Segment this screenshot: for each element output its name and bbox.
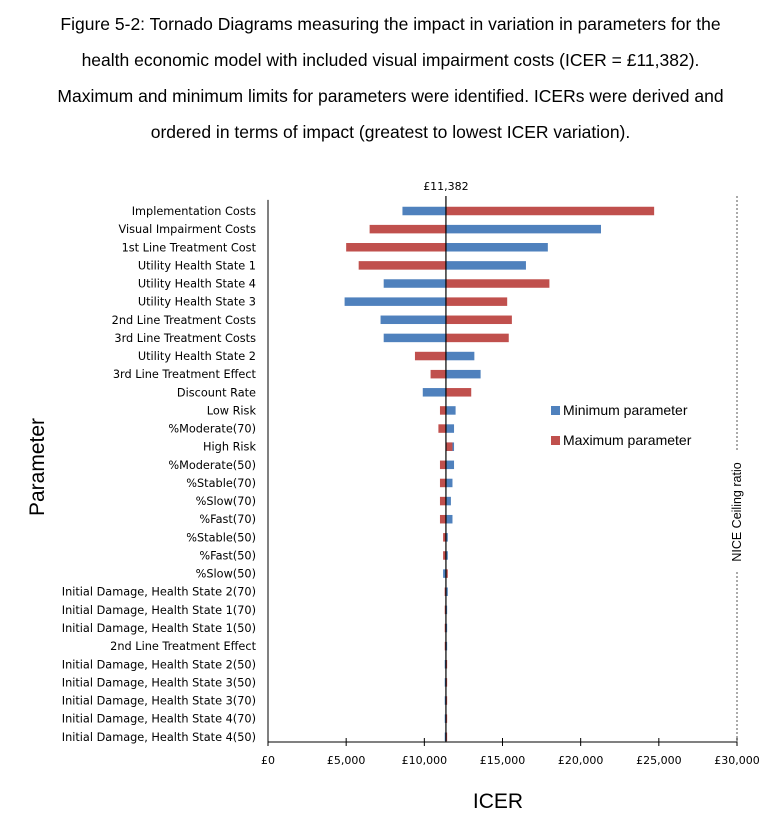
bar-minimum-parameter (445, 369, 481, 379)
bar-maximum-parameter (445, 315, 512, 325)
legend-minimum-label: Minimum parameter (563, 402, 688, 418)
x-axis: £0 £5,000 £10,000 £15,000 £20,000 £25,000 £30,… (261, 199, 760, 767)
caption-line-2: health economic model with included visu… (81, 50, 700, 70)
category-label: Initial Damage, Health State 2(50) (62, 658, 256, 671)
category-label: Utility Health State 2 (138, 350, 256, 363)
category-label: Utility Health State 1 (138, 259, 256, 272)
category-label: %Slow(50) (196, 568, 256, 581)
category-label: Initial Damage, Health State 2(70) (62, 586, 256, 599)
nice-ceiling-label: NICE Ceiling ratio (730, 462, 744, 561)
category-label: %Slow(70) (196, 495, 256, 508)
category-label: %Fast(70) (199, 513, 256, 526)
bar-maximum-parameter (445, 206, 655, 216)
bar-maximum-parameter (445, 279, 550, 288)
bar-minimum-parameter (383, 333, 446, 343)
legend: Minimum parameter Maximum parameter (551, 402, 692, 448)
bar-maximum-parameter (445, 442, 453, 451)
bar-minimum-parameter (445, 587, 448, 596)
bar-minimum-parameter (445, 478, 453, 488)
bar-maximum-parameter (445, 388, 472, 397)
bar-minimum-parameter (402, 206, 446, 216)
category-label: High Risk (203, 441, 256, 454)
legend-maximum-swatch (551, 436, 560, 445)
category-label: %Moderate(70) (168, 423, 256, 436)
x-axis-title: ICER (473, 790, 523, 813)
bars-layer (344, 206, 655, 742)
caption-line-4: ordered in terms of impact (greatest to … (150, 122, 631, 142)
category-label: 2nd Line Treatment Effect (110, 640, 256, 653)
legend-maximum-label: Maximum parameter (563, 432, 692, 448)
category-labels: Implementation Costs Visual Impairment Co… (62, 205, 257, 744)
category-label: %Stable(70) (186, 477, 256, 490)
bar-maximum-parameter (438, 424, 446, 433)
category-label: %Moderate(50) (168, 459, 256, 472)
category-label: %Stable(50) (186, 531, 256, 544)
category-label: 1st Line Treatment Cost (122, 241, 257, 254)
caption-line-1: Figure 5-2: Tornado Diagrams measuring t… (60, 14, 721, 34)
category-label: Utility Health State 3 (138, 296, 256, 309)
bar-minimum-parameter (445, 351, 475, 361)
x-tick-label: £30,000 (714, 754, 760, 767)
x-tick-label: £0 (261, 754, 275, 767)
bar-minimum-parameter (445, 406, 456, 415)
category-label: 2nd Line Treatment Costs (112, 314, 256, 327)
bar-minimum-parameter (445, 551, 448, 560)
x-tick-label: £15,000 (480, 754, 526, 767)
figure-caption: Figure 5-2: Tornado Diagrams measuring t… (18, 6, 763, 150)
bar-maximum-parameter (439, 514, 446, 524)
bar-minimum-parameter (445, 243, 548, 252)
bar-minimum-parameter (422, 388, 446, 397)
x-tick-label: £10,000 (402, 754, 448, 767)
bar-maximum-parameter (346, 243, 446, 252)
bar-maximum-parameter (444, 587, 446, 596)
bar-minimum-parameter (344, 297, 446, 306)
category-label: Initial Damage, Health State 4(50) (62, 731, 256, 744)
bar-minimum-parameter (445, 224, 601, 234)
category-label: %Fast(50) (199, 549, 256, 562)
category-label: Visual Impairment Costs (119, 223, 257, 236)
legend-minimum-swatch (551, 406, 560, 415)
category-label: Initial Damage, Health State 4(70) (62, 713, 256, 726)
category-label: Initial Damage, Health State 1(50) (62, 622, 256, 635)
bar-maximum-parameter (439, 478, 446, 488)
bar-minimum-parameter (443, 569, 446, 578)
bar-minimum-parameter (445, 496, 451, 506)
bar-maximum-parameter (358, 261, 446, 270)
bar-maximum-parameter (445, 297, 508, 306)
category-label: Initial Damage, Health State 3(70) (62, 695, 256, 708)
bar-minimum-parameter (445, 424, 455, 433)
bar-maximum-parameter (439, 406, 446, 415)
bar-maximum-parameter (445, 569, 448, 578)
category-label: Initial Damage, Health State 1(70) (62, 604, 256, 617)
bar-maximum-parameter (439, 460, 446, 470)
category-label: Initial Damage, Health State 3(50) (62, 676, 256, 689)
bar-maximum-parameter (430, 369, 446, 379)
bar-maximum-parameter (443, 533, 446, 542)
nice-ceiling-label-bg (730, 452, 744, 572)
bar-minimum-parameter (383, 279, 446, 288)
x-tick-label: £25,000 (636, 754, 682, 767)
bar-maximum-parameter (443, 551, 446, 560)
bar-minimum-parameter (380, 315, 446, 325)
x-tick-label: £20,000 (558, 754, 604, 767)
bar-minimum-parameter (445, 261, 526, 270)
bar-maximum-parameter (414, 351, 446, 361)
bar-maximum-parameter (439, 496, 446, 506)
category-label: Discount Rate (177, 386, 256, 399)
bar-minimum-parameter (445, 514, 453, 524)
x-tick-label: £5,000 (327, 754, 366, 767)
bar-maximum-parameter (445, 333, 509, 343)
bar-maximum-parameter (369, 224, 446, 234)
bar-minimum-parameter (445, 460, 455, 470)
category-label: Utility Health State 4 (138, 278, 256, 291)
category-label: 3rd Line Treatment Costs (114, 332, 256, 345)
caption-line-3: Maximum and minimum limits for parameter… (57, 86, 724, 106)
base-value-label: £11,382 (423, 180, 469, 193)
bar-minimum-parameter (445, 533, 448, 542)
category-label: 3rd Line Treatment Effect (113, 368, 257, 381)
category-label: Implementation Costs (132, 205, 256, 218)
category-label: Low Risk (207, 404, 257, 417)
y-axis-title: Parameter (26, 418, 49, 516)
